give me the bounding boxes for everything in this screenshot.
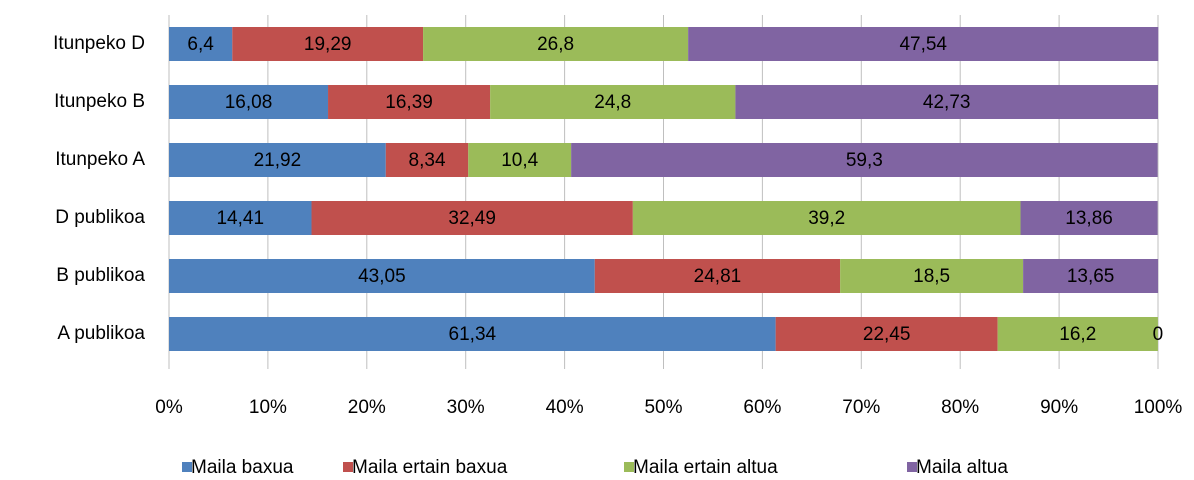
data-label: 0 [1153,324,1164,345]
bar-segment [1023,259,1159,293]
data-label: 32,49 [448,208,496,229]
data-label: 61,34 [449,324,497,345]
legend-label: Maila ertain altua [633,457,778,478]
y-tick-label: A publikoa [57,323,145,344]
data-label: 19,29 [304,34,352,55]
bar-segment [311,201,633,235]
data-label: 24,8 [594,92,631,113]
y-tick-label: Itunpeko A [55,149,145,170]
x-tick-label: 80% [941,397,979,418]
x-tick-label: 20% [348,397,386,418]
bar-segment [632,201,1021,235]
y-tick-label: D publikoa [55,207,145,228]
data-label: 43,05 [358,266,406,287]
x-tick-label: 40% [546,397,584,418]
data-label: 42,73 [923,92,971,113]
bar-segment [1020,201,1158,235]
legend-swatch [343,462,353,472]
y-tick-label: Itunpeko D [53,33,145,54]
legend-label: Maila ertain baxua [352,457,508,478]
bar-segment [169,85,329,119]
legend-label: Maila altua [916,457,1008,478]
data-label: 16,39 [385,92,433,113]
bar-segment [775,317,998,351]
bar-segment [385,143,469,177]
x-tick-label: 90% [1040,397,1078,418]
data-label: 8,34 [409,150,446,171]
legend-swatch [624,462,634,472]
bar-segment [997,317,1158,351]
bar-segment [169,259,595,293]
x-tick-label: 70% [842,397,880,418]
data-label: 16,08 [225,92,273,113]
data-label: 59,3 [846,150,883,171]
legend-swatch [182,462,192,472]
bar-segment [594,259,841,293]
data-label: 18,5 [913,266,950,287]
x-tick-label: 100% [1134,397,1183,418]
data-label: 13,65 [1067,266,1115,287]
bar-segment [169,317,776,351]
x-tick-label: 0% [155,397,183,418]
data-label: 26,8 [537,34,574,55]
y-tick-label: Itunpeko B [54,91,145,112]
data-label: 21,92 [254,150,302,171]
data-label: 47,54 [899,34,947,55]
x-tick-label: 60% [743,397,781,418]
data-label: 24,81 [694,266,742,287]
data-label: 39,2 [808,208,845,229]
data-label: 10,4 [501,150,538,171]
data-label: 6,4 [187,34,214,55]
bar-segment [328,85,491,119]
x-tick-label: 10% [249,397,287,418]
bar-segment [169,143,386,177]
bar-segment [571,143,1158,177]
legend-label: Maila baxua [191,457,294,478]
data-label: 13,86 [1065,208,1113,229]
bar-segment [423,27,689,61]
bar-segment [468,143,572,177]
x-tick-label: 50% [644,397,682,418]
data-label: 16,2 [1059,324,1096,345]
bar-segment [688,27,1159,61]
x-tick-label: 30% [447,397,485,418]
data-label: 14,41 [216,208,264,229]
bar-segment [840,259,1024,293]
y-tick-label: B publikoa [56,265,145,286]
bar-segment [490,85,736,119]
bar-segment [169,27,233,61]
bar-segment [232,27,424,61]
bar-segment [735,85,1158,119]
data-label: 22,45 [863,324,911,345]
bar-segment [169,201,312,235]
legend-swatch [907,462,917,472]
